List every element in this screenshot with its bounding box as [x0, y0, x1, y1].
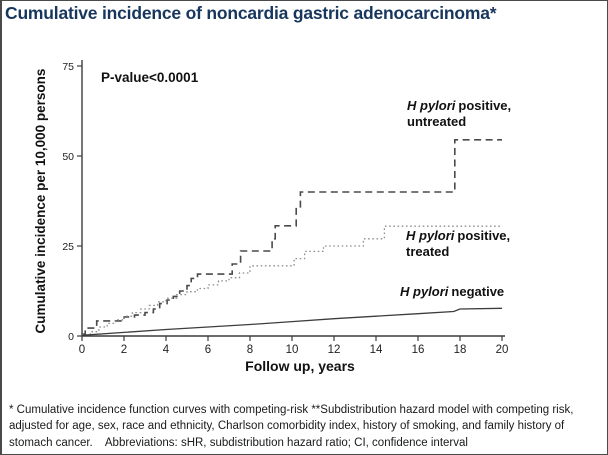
- label-negative-rest: negative: [451, 284, 505, 299]
- x-tick-label: 14: [370, 344, 383, 356]
- label-treated-rest: positive,: [457, 228, 511, 243]
- pvalue-annotation: P-value<0.0001: [101, 70, 199, 85]
- x-tick-label: 10: [286, 344, 299, 356]
- x-tick-label: 18: [454, 344, 467, 356]
- y-axis-label: Cumulative incidence per 10,000 persons: [33, 68, 48, 334]
- series-untreated: [82, 139, 502, 335]
- series-negative: [81, 307, 503, 336]
- y-tick-label: 0: [68, 331, 74, 343]
- curve-label-untreated: H pylori positive, untreated: [407, 98, 511, 129]
- x-tick-label: 0: [79, 344, 85, 356]
- x-tick-label: 4: [163, 344, 170, 356]
- label-untreated-rest: positive,: [458, 98, 512, 113]
- chart-canvas: 0 2 4 6 8 10 12 14 16 18 20 0 25 50 75: [62, 60, 509, 356]
- x-tick-label: 16: [412, 344, 425, 356]
- label-treated-italic: H pylori: [406, 228, 455, 243]
- page-title: Cumulative incidence of noncardia gastri…: [5, 3, 497, 23]
- label-negative-italic: H pylori: [400, 284, 449, 299]
- x-tick-label: 8: [247, 344, 253, 356]
- x-tick-label: 2: [121, 344, 127, 356]
- label-untreated-line2: untreated: [407, 113, 467, 129]
- curve-label-negative: H pylori negative: [400, 284, 504, 300]
- label-untreated-italic: H pylori: [407, 98, 456, 113]
- footnote: * Cumulative incidence function curves w…: [9, 404, 574, 449]
- y-tick-label: 75: [62, 61, 74, 73]
- x-axis-label: Follow up, years: [245, 358, 355, 374]
- x-tick-label: 6: [205, 344, 211, 356]
- y-tick-label: 50: [62, 151, 74, 163]
- curve-label-treated: H pylori positive, treated: [406, 228, 510, 259]
- y-tick-label: 25: [62, 241, 74, 253]
- x-tick-label: 12: [328, 344, 341, 356]
- x-tick-label: 20: [496, 344, 509, 356]
- label-treated-line2: treated: [406, 243, 450, 259]
